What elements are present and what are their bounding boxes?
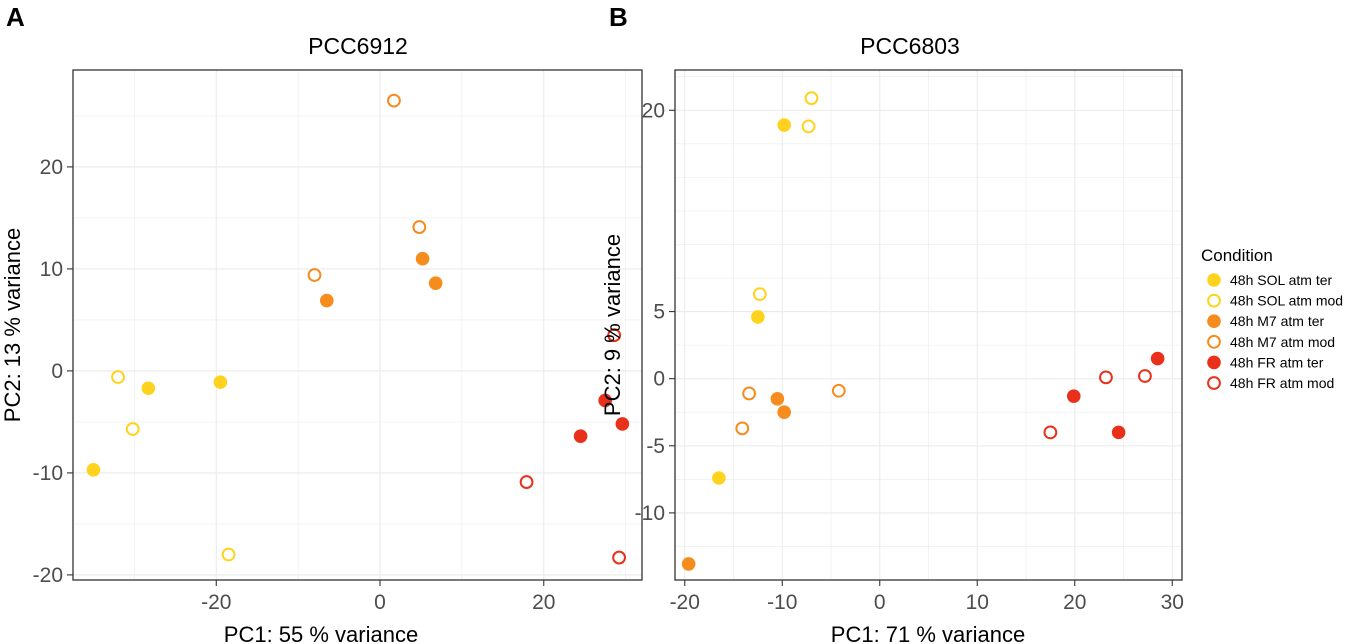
data-point <box>213 375 228 389</box>
data-point <box>319 293 334 308</box>
y-tick-label: -10 <box>33 462 63 485</box>
data-point <box>712 471 726 485</box>
data-point <box>751 310 765 324</box>
panel-a-tick-marks <box>67 166 545 586</box>
data-point <box>415 251 430 266</box>
legend-key <box>1207 314 1221 329</box>
data-point <box>804 91 819 106</box>
legend-label: 48h FR atm mod <box>1230 375 1334 391</box>
panel-a-gridlines <box>73 70 642 580</box>
data-point <box>1043 425 1058 440</box>
panel-a-plot-area <box>73 70 642 580</box>
x-tick-label: 0 <box>374 591 386 614</box>
data-point <box>1150 351 1165 366</box>
data-point <box>777 405 791 420</box>
y-tick-label: -10 <box>635 502 665 525</box>
y-tick-label: 10 <box>40 258 63 281</box>
panel-a-plot-border <box>72 69 643 581</box>
data-point <box>307 268 322 282</box>
legend-label: 48h SOL atm mod <box>1230 293 1343 309</box>
data-point <box>1099 370 1113 385</box>
data-point <box>612 550 626 565</box>
y-tick-label: -20 <box>33 564 63 587</box>
data-point <box>412 220 427 234</box>
panel-b-plot-border <box>674 69 1183 581</box>
data-point <box>607 328 622 343</box>
data-point <box>770 392 785 406</box>
data-point <box>777 118 791 132</box>
data-point <box>428 276 443 290</box>
panel-a-title: PCC6912 <box>308 33 408 59</box>
data-point <box>801 119 816 134</box>
y-tick-label: -5 <box>646 435 665 458</box>
panel-letter-a: A <box>6 2 25 32</box>
panel-letter-b: B <box>609 2 628 32</box>
y-tick-label: 0 <box>653 368 665 391</box>
legend-label: 48h SOL atm ter <box>1230 272 1333 288</box>
data-point <box>111 370 125 384</box>
panel-a: A PCC6912 -20 0 20 -20 -10 0 10 20 PC1: 55 % va… <box>0 2 643 644</box>
data-point <box>519 475 534 489</box>
x-tick-label: -10 <box>767 591 797 614</box>
panel-b-points <box>681 91 1165 571</box>
y-tick-label: 0 <box>51 360 63 383</box>
legend-title: Condition <box>1201 246 1273 265</box>
x-tick-label: 30 <box>1161 591 1184 614</box>
x-tick-label: 20 <box>532 591 555 614</box>
panel-b-gridlines <box>675 70 1182 581</box>
data-point <box>735 421 750 436</box>
data-point <box>141 381 156 396</box>
data-point <box>86 463 101 477</box>
panel-a-tick-labels: -20 0 20 -20 -10 0 10 20 <box>33 156 556 614</box>
legend-items: 48h SOL atm ter 48h SOL atm mod 48h M7 atm… <box>1207 272 1343 391</box>
legend-key <box>1207 293 1221 308</box>
legend-label: 48h FR atm ter <box>1230 354 1324 370</box>
legend-label: 48h M7 atm mod <box>1230 334 1335 350</box>
legend: Condition 48h SOL atm ter 48h SOL atm mod… <box>1201 246 1343 391</box>
data-point <box>125 422 140 436</box>
data-point <box>1111 425 1126 440</box>
data-point <box>221 547 236 562</box>
panel-a-points <box>86 93 630 565</box>
y-tick-label: 5 <box>653 301 665 324</box>
y-tick-label: 20 <box>642 99 665 122</box>
data-point <box>681 557 696 571</box>
panel-b-x-axis-title: PC1: 71 % variance <box>831 622 1025 644</box>
panel-b-tick-marks <box>669 109 1173 586</box>
panel-b-tick-labels: -20 -10 0 10 20 30 -10 -5 0 5 20 <box>635 99 1184 614</box>
panel-a-x-axis-title: PC1: 55 % variance <box>224 622 418 644</box>
data-point <box>752 287 767 302</box>
data-point <box>1138 369 1152 383</box>
panel-b-title: PCC6803 <box>860 33 960 59</box>
x-tick-label: -20 <box>201 591 231 614</box>
data-point <box>573 429 588 443</box>
legend-key <box>1207 355 1221 370</box>
panel-b: B PCC6803 -20 -10 0 10 20 30 -10 -5 0 5 20 PC1: 71… <box>600 2 1184 644</box>
data-point <box>387 93 401 108</box>
data-point <box>1066 389 1081 403</box>
legend-key <box>1207 376 1221 390</box>
legend-key <box>1207 334 1221 349</box>
x-tick-label: 0 <box>874 591 886 614</box>
data-point <box>615 417 630 431</box>
x-tick-label: 10 <box>966 591 989 614</box>
x-tick-label: 20 <box>1063 591 1086 614</box>
data-point <box>598 393 612 408</box>
data-point <box>831 383 846 398</box>
legend-label: 48h M7 atm ter <box>1230 313 1324 329</box>
legend-key <box>1207 273 1221 287</box>
panel-a-y-axis-title: PC2: 13 % variance <box>0 228 25 422</box>
x-tick-label: -20 <box>670 591 700 614</box>
y-tick-label: 20 <box>40 156 63 179</box>
panel-b-y-axis-title: PC2: 9 % variance <box>600 234 625 416</box>
data-point <box>742 386 756 401</box>
